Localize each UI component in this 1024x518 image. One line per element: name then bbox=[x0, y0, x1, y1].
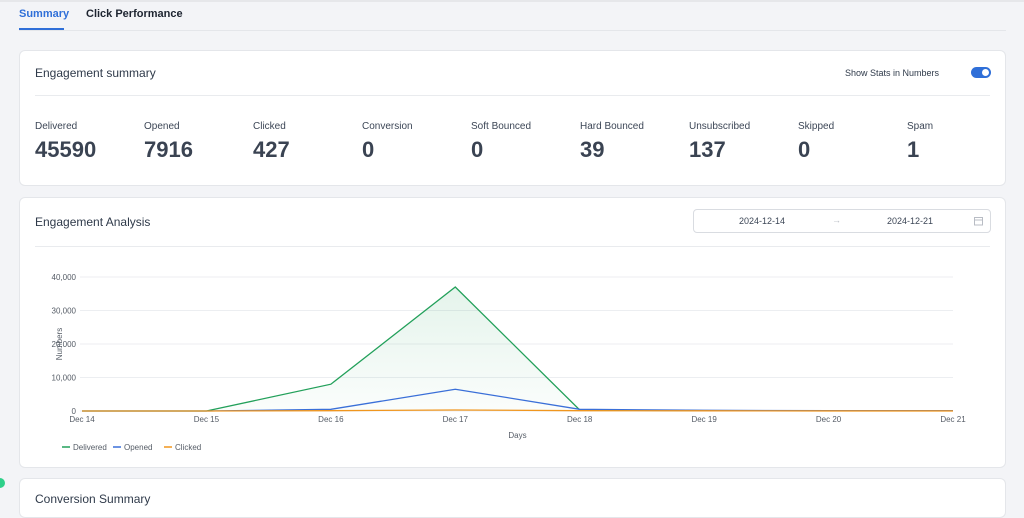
divider bbox=[35, 95, 990, 96]
stat-label: Soft Bounced bbox=[471, 121, 532, 132]
stat-value: 7916 bbox=[144, 137, 193, 162]
status-dot bbox=[0, 478, 5, 488]
toggle-label: Show Stats in Numbers bbox=[844, 68, 939, 78]
analysis-title: Engagement Analysis bbox=[35, 215, 151, 229]
stat-value: 0 bbox=[798, 137, 811, 162]
analysis-card: Engagement Analysis 2024-12-14 → 2024-12… bbox=[19, 197, 1006, 468]
stat-label: Skipped bbox=[798, 121, 835, 132]
chart: 0 10,000 20,000 30,000 40,000 Dec 14 Dec 15 Dec… bbox=[52, 273, 967, 452]
tab-click-performance[interactable]: Click Performance bbox=[86, 8, 183, 20]
x-tick-label: Dec 16 bbox=[318, 415, 344, 424]
y-axis-label: Numbers bbox=[55, 328, 64, 360]
y-tick-label: 20,000 bbox=[52, 340, 77, 349]
stat-label: Hard Bounced bbox=[580, 121, 644, 132]
stat-label: Delivered bbox=[35, 121, 78, 132]
date-start[interactable]: 2024-12-14 bbox=[739, 216, 786, 226]
divider bbox=[35, 246, 990, 247]
x-tick-label: Dec 14 bbox=[69, 415, 95, 424]
x-tick-label: Dec 19 bbox=[691, 415, 717, 424]
stat-label: Clicked bbox=[253, 121, 286, 132]
conversion-title: Conversion Summary bbox=[35, 492, 151, 506]
date-range[interactable]: 2024-12-14 → 2024-12-21 bbox=[693, 209, 991, 233]
x-tick-label: Dec 21 bbox=[940, 415, 966, 424]
calendar-icon bbox=[974, 217, 983, 226]
summary-title: Engagement summary bbox=[35, 66, 156, 80]
stat-value: 45590 bbox=[35, 137, 97, 162]
stat-value: 0 bbox=[471, 137, 484, 162]
stat-value: 0 bbox=[362, 137, 375, 162]
x-tick-label: Dec 17 bbox=[443, 415, 469, 424]
x-axis-label: Days bbox=[508, 431, 526, 440]
y-tick-label: 30,000 bbox=[52, 307, 77, 316]
stat-value: 1 bbox=[907, 137, 920, 162]
stat-value: 427 bbox=[253, 137, 290, 162]
legend-label: Opened bbox=[124, 443, 152, 452]
conversion-card: Conversion Summary bbox=[19, 478, 1006, 518]
legend-label: Delivered bbox=[73, 443, 107, 452]
stat-label: Conversion bbox=[362, 121, 413, 132]
date-end[interactable]: 2024-12-21 bbox=[887, 216, 934, 226]
x-tick-label: Dec 15 bbox=[194, 415, 220, 424]
y-tick-label: 10,000 bbox=[52, 374, 77, 383]
tab-summary[interactable]: Summary bbox=[19, 8, 70, 20]
x-tick-label: Dec 20 bbox=[816, 415, 842, 424]
stat-value: 39 bbox=[580, 137, 605, 162]
line bbox=[82, 409, 953, 412]
stat-label: Unsubscribed bbox=[689, 121, 751, 132]
toggle-knob bbox=[982, 69, 989, 76]
x-tick-label: Dec 18 bbox=[567, 415, 593, 424]
legend-label: Clicked bbox=[175, 443, 201, 452]
date-arrow: → bbox=[832, 215, 841, 225]
top-border bbox=[0, 0, 1024, 2]
y-tick-label: 0 bbox=[72, 407, 77, 416]
stat-label: Spam bbox=[907, 121, 934, 132]
stat-value: 137 bbox=[689, 137, 726, 162]
y-tick-label: 40,000 bbox=[52, 273, 77, 282]
toggle-switch[interactable] bbox=[971, 67, 991, 78]
tab-underline bbox=[19, 28, 64, 30]
stat-label: Opened bbox=[144, 121, 180, 132]
tab-divider bbox=[19, 30, 1006, 31]
summary-card: Engagement summary Show Stats in Numbers… bbox=[19, 50, 1006, 186]
